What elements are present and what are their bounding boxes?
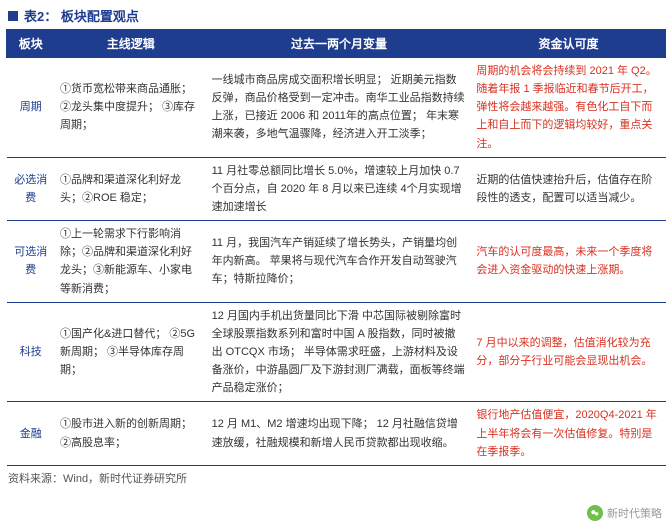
cell-sector: 周期 <box>7 58 56 158</box>
cell-approval: 周期的机会将会持续到 2021 年 Q2。随着年报 1 季报临近和春节后开工，弹… <box>471 58 665 158</box>
watermark-text: 新时代策略 <box>607 505 662 521</box>
cell-logic: ①货币宽松带来商品通胀； ②龙头集中度提升； ③库存周期； <box>55 58 207 158</box>
cell-logic: ①品牌和渠道深化利好龙头；②ROE 稳定； <box>55 157 207 220</box>
header-sector: 板块 <box>7 30 56 58</box>
cell-sector: 必选消费 <box>7 157 56 220</box>
header-change: 过去一两个月变量 <box>207 30 472 58</box>
cell-approval: 汽车的认可度最高，未来一个季度将会进入资金驱动的快速上涨期。 <box>471 221 665 303</box>
cell-change: 一线城市商品房成交面积增长明显； 近期美元指数反弹，商品价格受到一定冲击。南华工… <box>207 58 472 158</box>
cell-sector: 可选消费 <box>7 221 56 303</box>
table-row: 必选消费①品牌和渠道深化利好龙头；②ROE 稳定；11 月社零总额同比增长 5.… <box>7 157 666 220</box>
cell-change: 12 月 M1、M2 增速均出现下降； 12 月社融信贷增速放缓，社融规模和新增… <box>207 402 472 465</box>
table-row: 可选消费①上一轮需求下行影响消除；②品牌和渠道深化利好龙头；③新能源车、小家电等… <box>7 221 666 303</box>
cell-change: 11 月社零总额同比增长 5.0%，增速较上月加快 0.7 个百分点，自 202… <box>207 157 472 220</box>
cell-approval: 银行地产估值便宜，2020Q4-2021 年上半年将会有一次估值修复。特别是在季… <box>471 402 665 465</box>
title-marker <box>8 11 18 21</box>
cell-logic: ①上一轮需求下行影响消除；②品牌和渠道深化利好龙头；③新能源车、小家电等新消费； <box>55 221 207 303</box>
cell-sector: 科技 <box>7 302 56 402</box>
header-approval: 资金认可度 <box>471 30 665 58</box>
table-row: 周期①货币宽松带来商品通胀； ②龙头集中度提升； ③库存周期；一线城市商品房成交… <box>7 58 666 158</box>
cell-approval: 7 月中以来的调整，估值消化较为充分，部分子行业可能会显现出机会。 <box>471 302 665 402</box>
wechat-icon <box>587 505 603 521</box>
table-row: 科技①国产化&进口替代； ②5G 新周期； ③半导体库存周期；12 月国内手机出… <box>7 302 666 402</box>
cell-change: 11 月，我国汽车产销延续了增长势头，产销量均创年内新高。 苹果将与现代汽车合作… <box>207 221 472 303</box>
cell-approval: 近期的估值快速抬升后，估值存在阶段性的透支，配置可以适当减少。 <box>471 157 665 220</box>
cell-change: 12 月国内手机出货量同比下滑 中芯国际被剔除富时全球股票指数系列和富时中国 A… <box>207 302 472 402</box>
cell-logic: ①股市进入新的创新周期；②高股息率； <box>55 402 207 465</box>
cell-logic: ①国产化&进口替代； ②5G 新周期； ③半导体库存周期； <box>55 302 207 402</box>
table-title-bar: 表2： 板块配置观点 <box>0 0 672 29</box>
source-label: 资料来源：Wind，新时代证券研究所 <box>0 466 672 490</box>
table-title: 表2： 板块配置观点 <box>24 6 139 25</box>
table-header-row: 板块 主线逻辑 过去一两个月变量 资金认可度 <box>7 30 666 58</box>
sector-allocation-table: 板块 主线逻辑 过去一两个月变量 资金认可度 周期①货币宽松带来商品通胀； ②龙… <box>6 29 666 466</box>
watermark: 新时代策略 <box>587 505 662 521</box>
cell-sector: 金融 <box>7 402 56 465</box>
table-row: 金融①股市进入新的创新周期；②高股息率；12 月 M1、M2 增速均出现下降； … <box>7 402 666 465</box>
header-logic: 主线逻辑 <box>55 30 207 58</box>
